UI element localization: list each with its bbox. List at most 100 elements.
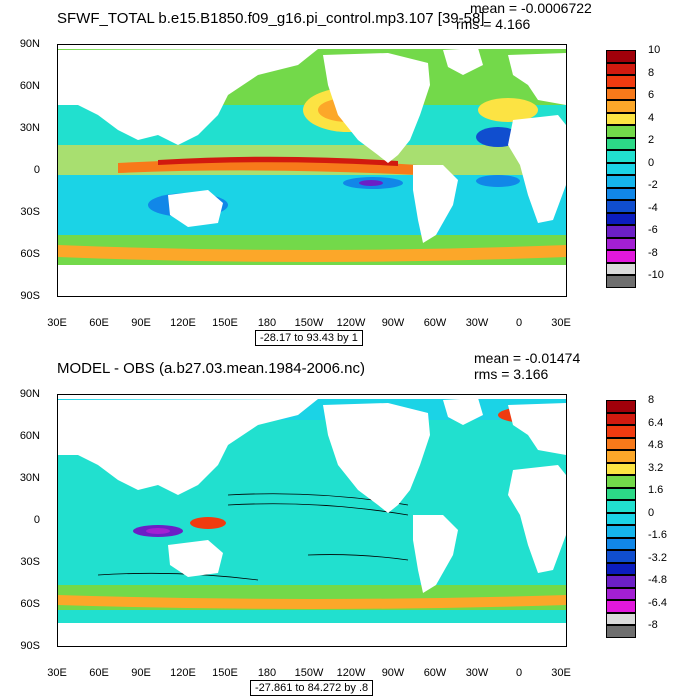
colorbar-label: -6: [648, 224, 658, 236]
top-lon-label: 90W: [381, 317, 405, 329]
top-range-label: -28.17 to 93.43 by 1: [255, 330, 363, 346]
bottom-lon-label: 30E: [551, 667, 571, 679]
top-lon-label: 120W: [336, 317, 366, 329]
colorbar-swatch: [606, 562, 636, 575]
colorbar-label: 1.6: [648, 484, 664, 496]
bottom-lon-label: 120E: [170, 667, 196, 679]
colorbar-swatch: [606, 250, 636, 263]
colorbar-swatch: [606, 437, 636, 450]
top-mean-label: mean = -0.0006722: [470, 0, 592, 16]
top-lat-label-90n: 90N: [19, 38, 40, 50]
bottom-lat-label-60s: 60S: [20, 598, 40, 610]
bottom-lon-label: 90W: [381, 667, 405, 679]
colorbar-swatch: [606, 425, 636, 438]
top-lon-label: 30E: [551, 317, 571, 329]
colorbar-swatch: [606, 587, 636, 600]
bottom-lat-label-30s: 30S: [20, 556, 40, 568]
top-rms-label: rms = 4.166: [456, 16, 531, 32]
colorbar-swatch: [606, 400, 636, 413]
top-lon-label: 90E: [131, 317, 151, 329]
colorbar-swatch: [606, 150, 636, 163]
bottom-mean-label: mean = -0.01474: [474, 350, 581, 366]
colorbar-label: -4.8: [648, 574, 667, 586]
colorbar-label: 8: [648, 66, 655, 79]
colorbar-label: -10: [648, 269, 664, 281]
colorbar-swatch: [606, 62, 636, 75]
colorbar-swatch: [606, 450, 636, 463]
colorbar-swatch: [606, 550, 636, 563]
bottom-lat-label-90s: 90S: [20, 640, 40, 652]
top-map-svg: [58, 45, 566, 296]
colorbar-label: -8: [648, 619, 658, 631]
colorbar-swatch: [606, 112, 636, 125]
colorbar-label: 4: [648, 111, 655, 124]
colorbar-label: 6: [648, 89, 655, 101]
bottom-lat-label-90n: 90N: [19, 388, 40, 400]
colorbar-swatch: [606, 162, 636, 175]
colorbar-label: 0: [648, 506, 655, 519]
colorbar-swatch: [606, 500, 636, 513]
colorbar-label: 6.4: [648, 416, 664, 429]
colorbar-label: -1.6: [648, 529, 667, 541]
bottom-map-title: MODEL - OBS (a.b27.03.mean.1984-2006.nc): [57, 360, 365, 377]
top-lat-label-60s: 60S: [20, 248, 40, 260]
bottom-lon-label: 150E: [212, 667, 238, 679]
bottom-lat-label-eq: 0: [33, 514, 40, 526]
bottom-lon-label: 30W: [465, 667, 489, 679]
colorbar-label: 0: [648, 156, 655, 169]
colorbar-label: 3.2: [648, 461, 664, 474]
top-lon-label: 180: [257, 317, 277, 329]
colorbar-swatch: [606, 50, 636, 63]
colorbar-swatch: [606, 175, 636, 188]
top-lat-label-60n: 60N: [19, 80, 40, 92]
colorbar-swatch: [606, 600, 636, 613]
bottom-lat-label-60n: 60N: [19, 430, 40, 442]
colorbar-label: 4.8: [648, 439, 664, 451]
colorbar-label: -4: [648, 201, 658, 214]
top-map-plot: [57, 44, 567, 297]
colorbar-label: 8: [648, 394, 655, 406]
colorbar-swatch: [606, 487, 636, 500]
colorbar-label: -2: [648, 179, 658, 191]
top-lon-label: 0: [515, 317, 523, 329]
colorbar-label: 2: [648, 134, 655, 146]
colorbar-swatch: [606, 225, 636, 238]
top-lon-label: 120E: [170, 317, 196, 329]
colorbar-swatch: [606, 100, 636, 113]
bottom-map-svg: [58, 395, 566, 646]
colorbar-label: -8: [648, 246, 658, 259]
bottom-map-plot: [57, 394, 567, 647]
top-lat-label-90s: 90S: [20, 290, 40, 302]
colorbar-swatch: [606, 525, 636, 538]
bottom-rms-label: rms = 3.166: [474, 366, 549, 382]
colorbar-swatch: [606, 275, 636, 288]
bottom-lon-label: 90E: [131, 667, 151, 679]
colorbar-swatch: [606, 262, 636, 275]
colorbar-label: -6.4: [648, 596, 667, 609]
bottom-lon-label: 60E: [89, 667, 109, 679]
bottom-lat-label-30n: 30N: [19, 472, 40, 484]
colorbar-swatch: [606, 625, 636, 638]
colorbar-swatch: [606, 87, 636, 100]
top-lat-label-eq: 0: [33, 164, 40, 176]
bottom-range-label: -27.861 to 84.272 by .8: [250, 680, 374, 696]
top-lon-label: 150E: [212, 317, 238, 329]
top-lat-label-30s: 30S: [20, 206, 40, 218]
colorbar-swatch: [606, 125, 636, 138]
colorbar-swatch: [606, 187, 636, 200]
top-lat-label-30n: 30N: [19, 122, 40, 134]
colorbar-swatch: [606, 462, 636, 475]
colorbar-label: -3.2: [648, 551, 667, 564]
colorbar-swatch: [606, 137, 636, 150]
bottom-lon-label: 180: [257, 667, 277, 679]
colorbar-swatch: [606, 237, 636, 250]
colorbar-swatch: [606, 200, 636, 213]
colorbar-swatch: [606, 212, 636, 225]
colorbar-swatch: [606, 475, 636, 488]
top-lon-label: 150W: [294, 317, 324, 329]
colorbar-label: 10: [648, 44, 661, 56]
colorbar-swatch: [606, 537, 636, 550]
colorbar-swatch: [606, 575, 636, 588]
top-lon-label: 60W: [423, 317, 447, 329]
colorbar-swatch: [606, 412, 636, 425]
